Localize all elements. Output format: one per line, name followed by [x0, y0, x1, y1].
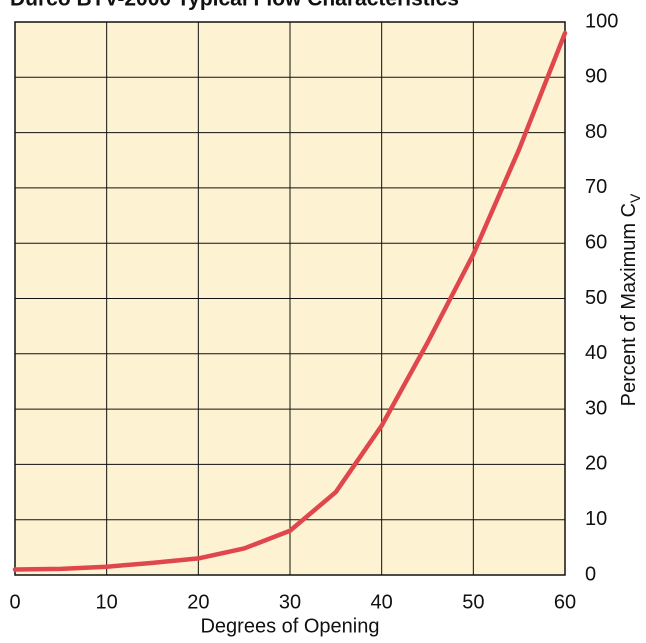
- x-tick-label: 10: [96, 591, 118, 613]
- y-axis-label-subscript: V: [627, 193, 643, 203]
- y-tick-label: 60: [585, 231, 607, 253]
- y-tick-label: 30: [585, 397, 607, 419]
- y-tick-label: 70: [585, 176, 607, 198]
- x-tick-label: 60: [554, 591, 576, 613]
- y-tick-label: 0: [585, 563, 596, 585]
- y-tick-label: 50: [585, 287, 607, 309]
- x-tick-label: 30: [279, 591, 301, 613]
- plot-border: [14, 21, 566, 576]
- x-tick-label: 50: [462, 591, 484, 613]
- data-line: [12, 30, 568, 572]
- y-tick-label: 10: [585, 508, 607, 530]
- y-axis-label-text: Percent of Maximum C: [618, 203, 640, 406]
- x-tick-label: 20: [187, 591, 209, 613]
- y-tick-label: 100: [585, 10, 618, 32]
- y-axis-label: Percent of Maximum CV: [618, 193, 642, 406]
- x-tick-label: 40: [371, 591, 393, 613]
- x-tick-label: 0: [9, 591, 20, 613]
- y-tick-label: 80: [585, 121, 607, 143]
- chart-title: Durco BTV-2000 Typical Flow Characterist…: [10, 0, 459, 11]
- y-tick-label: 20: [585, 453, 607, 475]
- y-tick-label: 40: [585, 342, 607, 364]
- y-tick-label: 90: [585, 66, 607, 88]
- x-axis-label: Degrees of Opening: [200, 615, 379, 637]
